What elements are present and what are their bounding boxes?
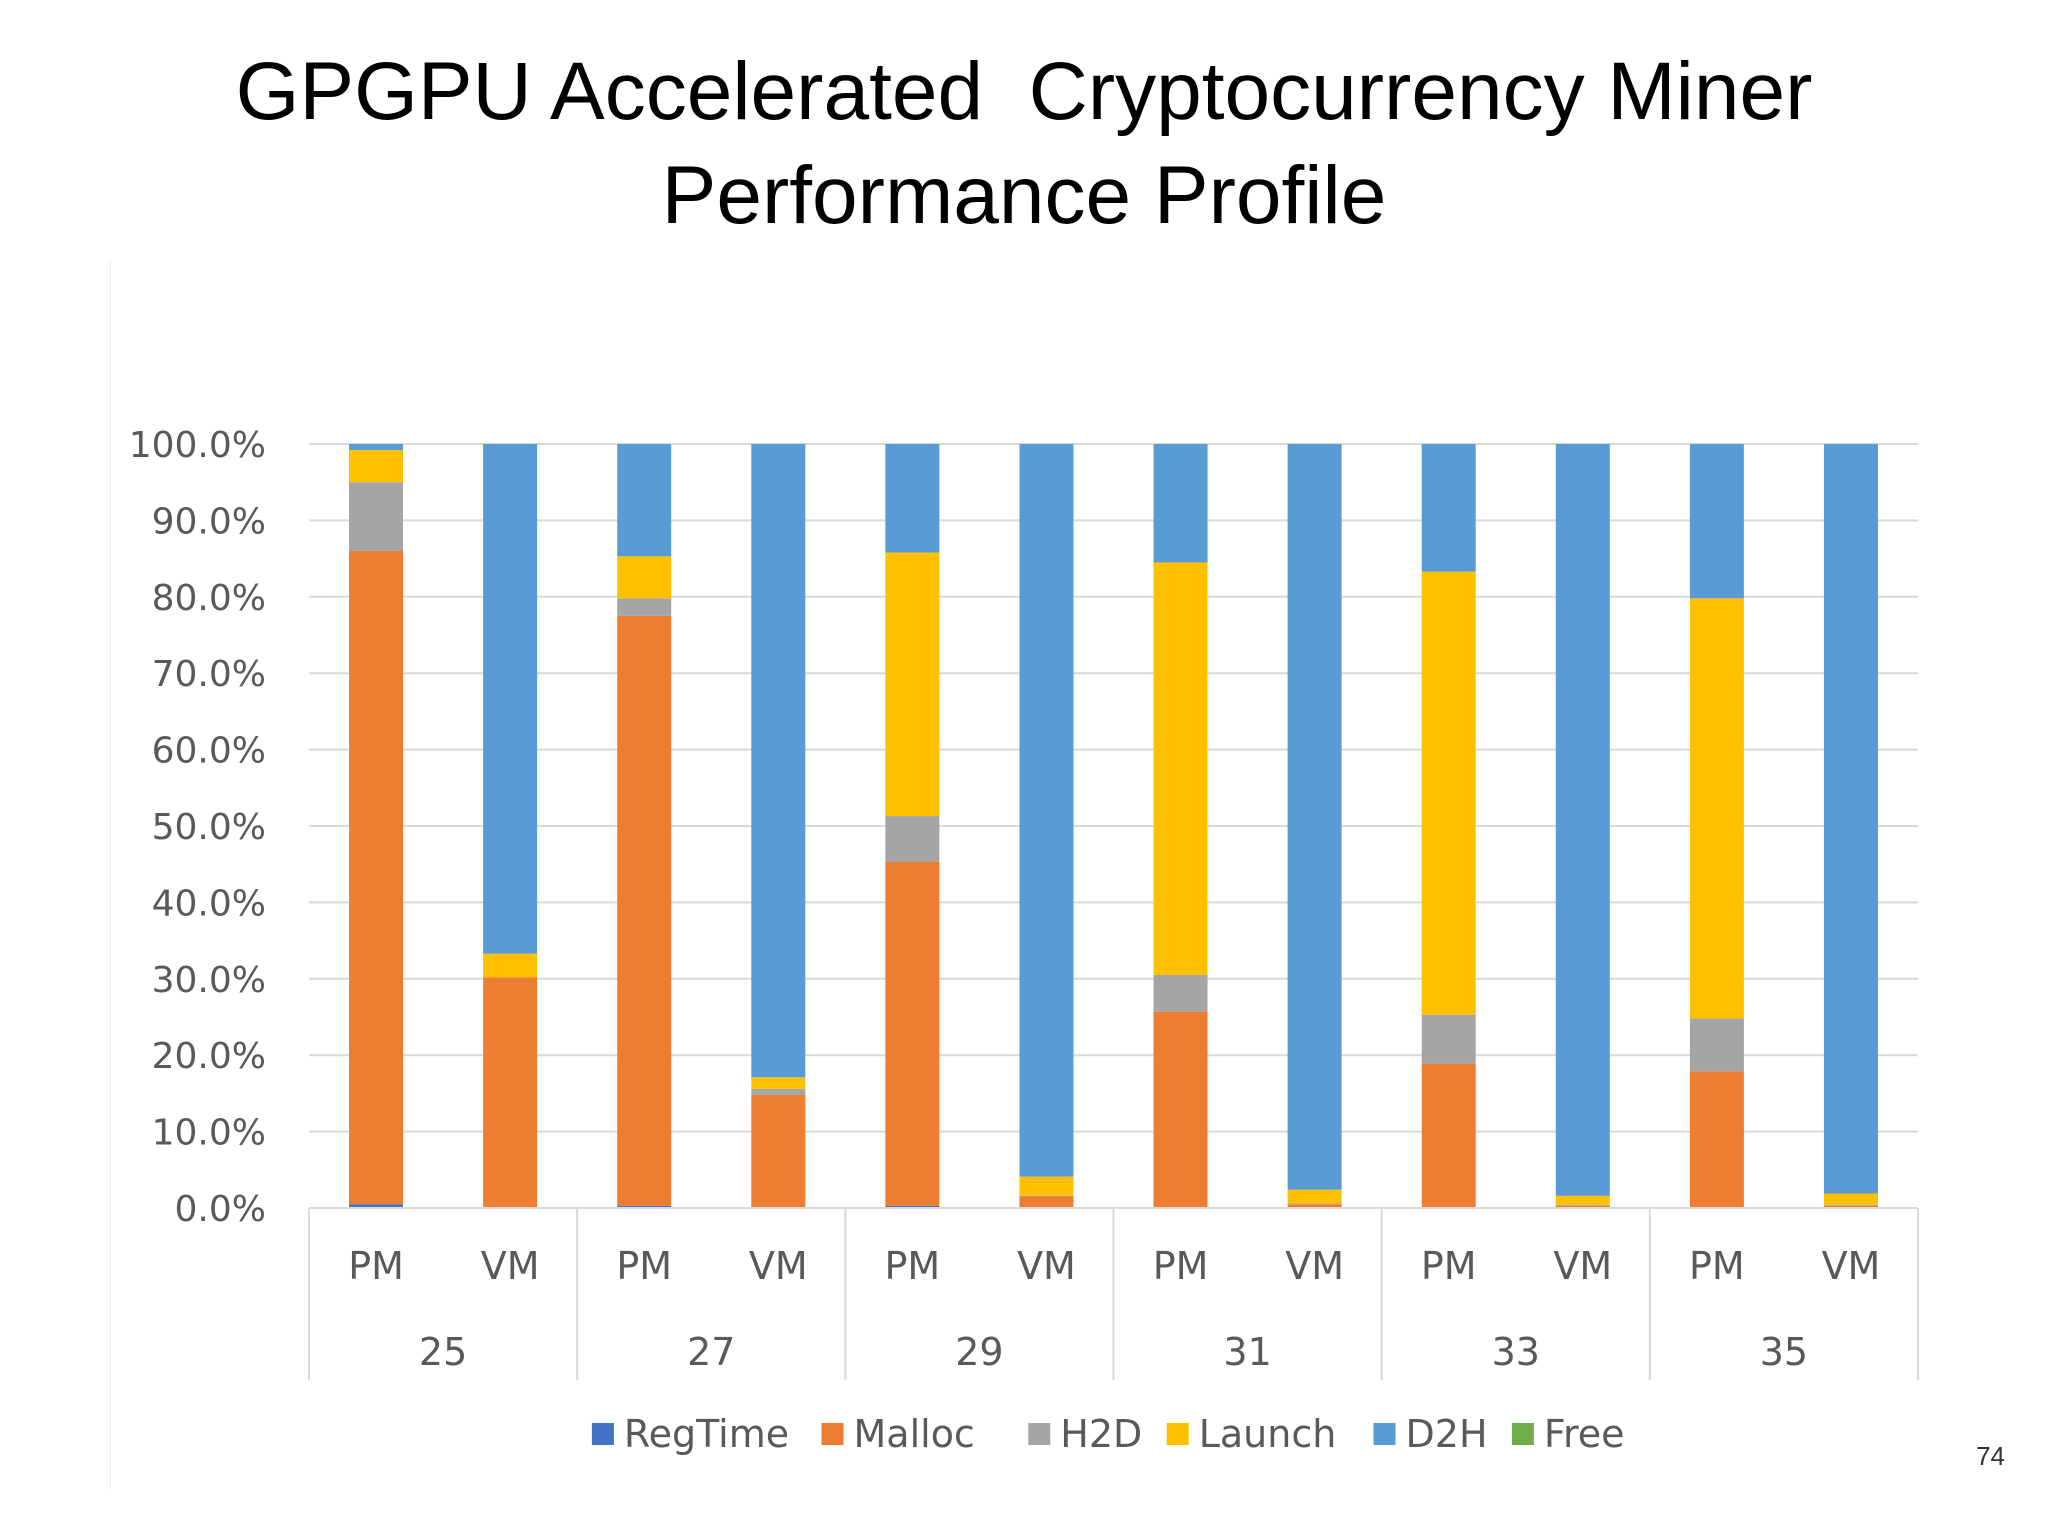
y-tick-label: 30.0% [152, 960, 266, 1001]
y-tick-label: 100.0% [129, 425, 266, 466]
legend-swatch-h2d [1028, 1423, 1051, 1445]
y-tick-label: 70.0% [152, 654, 266, 695]
bar-segment-launch [885, 552, 940, 817]
bar-segment-h2d [1823, 1204, 1878, 1206]
x-group-label: 31 [1223, 1330, 1271, 1374]
bar-segment-launch [1823, 1193, 1878, 1205]
legend-swatch-launch [1166, 1423, 1189, 1445]
bar-segment-d2h [1555, 444, 1610, 1196]
bar-segment-d2h [617, 444, 672, 557]
bar-segment-launch [1689, 598, 1744, 1019]
bar-segment-h2d [1555, 1204, 1610, 1206]
bar-segment-h2d [1287, 1203, 1342, 1205]
legend-label-launch: Launch [1199, 1412, 1337, 1456]
legend-swatch-malloc [821, 1423, 844, 1445]
page-number: 74 [1976, 1441, 2005, 1471]
slide-title-line-2: Performance Profile [661, 150, 1387, 241]
legend-label-d2h: D2H [1406, 1412, 1488, 1456]
bar-segment-d2h [751, 444, 806, 1078]
x-category-label: VM [1553, 1244, 1612, 1288]
legend-swatch-regtime [591, 1423, 614, 1445]
x-category-label: PM [1421, 1244, 1477, 1288]
bar-segment-launch [1555, 1195, 1610, 1205]
bar-segment-launch [1287, 1189, 1342, 1204]
bar-segment-launch [1019, 1176, 1074, 1196]
bar-segment-launch [751, 1077, 806, 1089]
y-tick-label: 90.0% [152, 501, 266, 542]
slide-title-line-1: GPGPU Accelerated Cryptocurrency Miner [235, 46, 1813, 137]
x-category-label: PM [885, 1244, 941, 1288]
y-tick-label: 60.0% [152, 731, 266, 772]
bar-segment-regtime [349, 1204, 404, 1208]
x-group-label: 35 [1760, 1330, 1808, 1374]
bar-segment-launch [1421, 571, 1476, 1015]
bar-segment-malloc [885, 861, 940, 1206]
bar-segment-malloc [483, 977, 538, 1208]
bar-segment-h2d [1153, 974, 1208, 1012]
y-tick-label: 40.0% [152, 883, 266, 924]
x-group-label: 29 [955, 1330, 1003, 1374]
bar-segment-h2d [885, 816, 940, 862]
bar-segment-regtime [885, 1205, 940, 1208]
bar-segment-d2h [885, 444, 940, 553]
bar-segment-malloc [1421, 1063, 1476, 1208]
slide-title: GPGPU Accelerated Cryptocurrency Miner P… [0, 40, 2048, 248]
x-group-label: 33 [1492, 1330, 1540, 1374]
x-category-label: PM [1153, 1244, 1209, 1288]
x-group-label: 25 [419, 1330, 467, 1374]
bar-segment-d2h [1019, 444, 1074, 1177]
y-tick-label: 10.0% [152, 1113, 266, 1154]
y-tick-label: 0.0% [175, 1189, 266, 1230]
legend-label-malloc: Malloc [854, 1412, 975, 1456]
x-category-label: VM [1285, 1244, 1344, 1288]
bar-segment-d2h [1153, 444, 1208, 563]
y-tick-label: 50.0% [152, 807, 266, 848]
x-category-label: VM [1017, 1244, 1076, 1288]
bar-segment-h2d [349, 482, 404, 551]
x-category-label: PM [616, 1244, 672, 1288]
bar-segment-malloc [1019, 1196, 1074, 1208]
bar-segment-d2h [483, 444, 538, 954]
bar-segment-malloc [349, 550, 404, 1205]
bar-segment-malloc [1689, 1071, 1744, 1208]
bar-segment-launch [617, 556, 672, 599]
x-category-label: PM [348, 1244, 404, 1288]
bar-segment-d2h [349, 444, 404, 451]
bar-segment-malloc [751, 1094, 806, 1208]
y-tick-label: 20.0% [152, 1036, 266, 1077]
x-category-label: VM [1822, 1244, 1881, 1288]
bar-segment-h2d [617, 598, 672, 616]
bar-segment-launch [349, 450, 404, 483]
bar-segment-malloc [1153, 1011, 1208, 1208]
bar-segment-d2h [1421, 444, 1476, 572]
bar-segment-launch [1153, 562, 1208, 975]
legend-label-h2d: H2D [1060, 1412, 1142, 1456]
legend-swatch-free [1511, 1423, 1534, 1445]
bar-segment-h2d [1019, 1195, 1074, 1197]
bar-segment-d2h [1689, 444, 1744, 599]
legend-label-regtime: RegTime [624, 1412, 789, 1456]
bar-segment-d2h [1287, 444, 1342, 1190]
bar-segment-malloc [617, 615, 672, 1206]
x-category-label: VM [481, 1244, 540, 1288]
y-tick-label: 80.0% [152, 578, 266, 619]
x-category-label: VM [749, 1244, 808, 1288]
x-group-label: 27 [687, 1330, 735, 1374]
bar-segment-h2d [1689, 1018, 1744, 1072]
chart-frame-edge [110, 260, 111, 1490]
legend-swatch-d2h [1373, 1423, 1396, 1445]
x-category-label: PM [1689, 1244, 1745, 1288]
bar-segment-regtime [617, 1205, 672, 1208]
bar-segment-malloc [1555, 1205, 1610, 1208]
bar-segment-h2d [751, 1088, 806, 1095]
bar-segment-malloc [1823, 1205, 1878, 1208]
legend-label-free: Free [1544, 1412, 1625, 1456]
bar-segment-d2h [1823, 444, 1878, 1194]
bar-segment-malloc [1287, 1204, 1342, 1208]
bar-segment-launch [483, 953, 538, 978]
bar-segment-h2d [1421, 1014, 1476, 1064]
